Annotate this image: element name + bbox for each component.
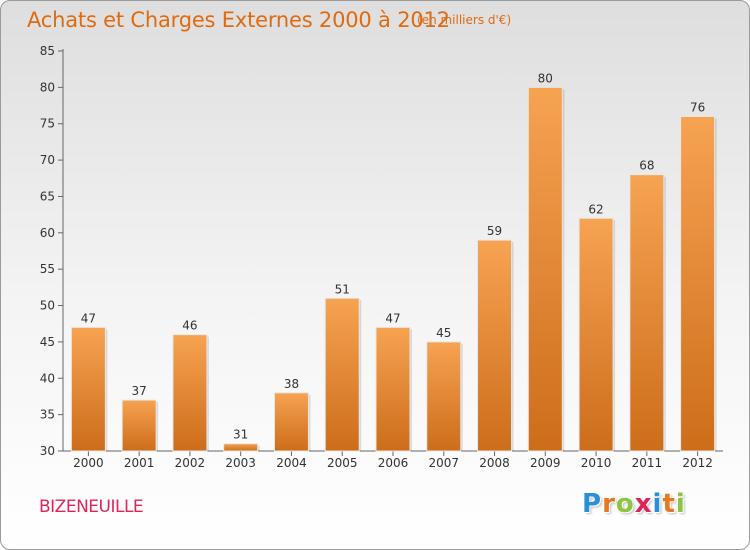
chart-unit: (en milliers d'€) [417, 13, 512, 27]
bar [680, 115, 716, 452]
bar [527, 86, 563, 452]
x-tick-label: 2006 [378, 456, 409, 470]
x-tick-label: 2009 [530, 456, 561, 470]
logo-letter: i [652, 489, 663, 519]
y-tick-label: 45 [40, 335, 55, 349]
y-tick-label: 80 [40, 80, 55, 94]
bar [70, 326, 106, 452]
data-label: 46 [182, 319, 197, 333]
logo-letter: i [675, 489, 686, 519]
y-tick-label: 65 [40, 189, 55, 203]
bar [121, 399, 157, 452]
y-tick-label: 35 [40, 408, 55, 422]
y-tick-label: 70 [40, 153, 55, 167]
y-tick-label: 40 [40, 371, 55, 385]
bar [629, 174, 665, 452]
data-label: 47 [81, 311, 96, 325]
y-tick-label: 30 [40, 444, 55, 458]
proxiti-logo[interactable]: Proxiti [582, 489, 686, 519]
x-tick-label: 2002 [175, 456, 206, 470]
data-label: 45 [436, 326, 451, 340]
bar [324, 297, 360, 452]
bar [477, 239, 513, 452]
y-tick-label: 85 [40, 44, 55, 58]
data-label: 31 [233, 428, 248, 442]
x-tick-label: 2003 [225, 456, 256, 470]
x-tick-label: 2001 [124, 456, 155, 470]
x-tick-label: 2000 [73, 456, 104, 470]
commune-name: BIZENEUILLE [39, 497, 144, 517]
x-tick-label: 2004 [276, 456, 307, 470]
data-label: 80 [538, 71, 553, 85]
bars [70, 86, 717, 452]
logo-letter: x [634, 489, 653, 519]
data-label: 51 [335, 282, 350, 296]
bar [223, 443, 259, 452]
logo-letter: t [662, 489, 676, 519]
data-label: 37 [132, 384, 147, 398]
x-tick-label: 2008 [479, 456, 510, 470]
data-label: 47 [385, 311, 400, 325]
chart-title: Achats et Charges Externes 2000 à 2012 [27, 8, 450, 32]
y-tick-label: 60 [40, 226, 55, 240]
x-tick-label: 2010 [581, 456, 612, 470]
data-labels: 47 37 46 31 38 51 47 45 59 80 62 68 76 [81, 71, 706, 441]
x-tick-label: 2012 [682, 456, 713, 470]
x-tick-label: 2011 [632, 456, 663, 470]
y-tick-label: 75 [40, 117, 55, 131]
y-tick-label: 50 [40, 299, 55, 313]
logo-letter: o [615, 489, 635, 519]
x-tick-label: 2007 [428, 456, 459, 470]
y-tick-label: 55 [40, 262, 55, 276]
axes: 30 35 40 45 50 55 60 65 70 75 80 85 2000 2001 2002 2003… [40, 44, 723, 470]
bar [426, 341, 462, 452]
x-tick-label: 2005 [327, 456, 358, 470]
bar [172, 334, 208, 452]
data-label: 68 [639, 159, 654, 173]
logo-letter: P [582, 489, 603, 519]
bar [578, 217, 614, 452]
data-label: 76 [690, 100, 705, 114]
bar [375, 326, 411, 452]
data-label: 38 [284, 377, 299, 391]
data-label: 62 [588, 202, 603, 216]
data-label: 59 [487, 224, 502, 238]
logo-letter: r [602, 489, 616, 519]
bar [273, 392, 309, 452]
